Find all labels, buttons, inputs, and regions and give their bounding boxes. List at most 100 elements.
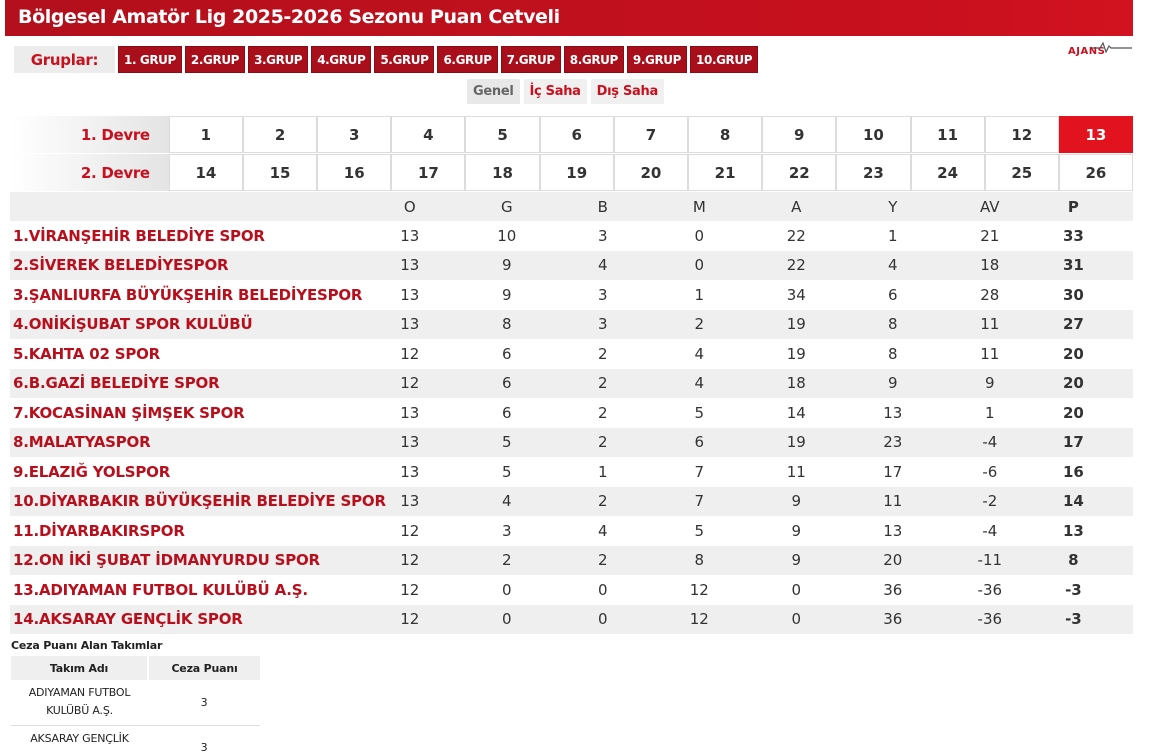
week-1[interactable]: 1 [168,116,243,153]
week-14[interactable]: 14 [168,154,243,191]
tab-general[interactable]: Genel [467,79,520,104]
group-tab-9[interactable]: 9.GRUP [626,46,688,73]
cell-goals-for: 11 [786,462,806,481]
cell-lost: 7 [694,462,705,481]
week-12[interactable]: 12 [984,116,1059,153]
week-8[interactable]: 8 [688,116,763,153]
cell-lost: 0 [625,250,773,280]
table-row: 12.ON İKİ ŞUBAT İDMANYURDU SPOR 12 2 2 8 9 20-… [10,545,1133,575]
team-name-link[interactable]: 13.ADIYAMAN FUTBOL KULÜBÜ A.Ş. [13,580,308,599]
cell-points: 13 [1062,521,1084,540]
table-row: 5.KAHTA 02 SPOR 12 6 2 4 19 8 11 20 [10,339,1133,369]
cell-goals-for: 0 [791,580,802,599]
week-7[interactable]: 7 [613,116,688,153]
team-name-link[interactable]: 4.ONİKİŞUBAT SPOR KULÜBÜ [10,309,386,339]
team-name-link[interactable]: 14.AKSARAY GENÇLİK SPOR [10,604,386,634]
cell-drawn: 0 [579,604,626,634]
penalty-points: 3 [148,680,260,726]
week-6[interactable]: 6 [539,116,614,153]
week-9[interactable]: 9 [762,116,837,153]
cell-average: -11 [965,545,1014,575]
week-4[interactable]: 4 [391,116,466,153]
cell-played: 13 [400,226,420,245]
groups-label: Gruplar: [14,46,115,73]
cell-drawn: 3 [579,309,626,339]
week-10[interactable]: 10 [836,116,911,153]
week-3[interactable]: 3 [317,116,392,153]
team-name-link[interactable]: 2.SİVEREK BELEDİYESPOR [10,250,386,280]
cell-average: -4 [982,521,998,540]
tab-away[interactable]: Dış Saha [590,79,664,104]
week-25[interactable]: 25 [984,154,1059,191]
cell-points: 27 [1013,309,1133,339]
week-21[interactable]: 21 [688,154,763,191]
cell-goals-against: 11 [819,486,966,516]
week-11[interactable]: 11 [910,116,985,153]
penalty-header-team: Takım Adı [11,656,149,680]
team-name-link[interactable]: 8.MALATYASPOR [10,427,386,457]
week-24[interactable]: 24 [910,154,985,191]
first-half-label: 1. Devre [12,116,169,153]
cell-goals-against: 1 [888,226,898,245]
cell-goals-against: 8 [819,309,966,339]
cell-points: 16 [1062,462,1084,481]
team-name-link[interactable]: 12.ON İKİ ŞUBAT İDMANYURDU SPOR [10,545,386,575]
cell-won: 3 [502,521,512,540]
week-17[interactable]: 17 [391,154,466,191]
team-name-link[interactable]: 7.KOCASİNAN ŞİMŞEK SPOR [13,403,245,422]
team-name-link[interactable]: 9.ELAZIĞ YOLSPOR [13,462,171,481]
cell-played: 13 [400,462,420,481]
week-19[interactable]: 19 [539,154,614,191]
cell-drawn: 2 [579,368,626,398]
cell-average: -36 [965,604,1014,634]
cell-goals-for: 9 [791,521,802,540]
group-tab-8[interactable]: 8.GRUP [563,46,624,73]
team-name-link[interactable]: 10.DİYARBAKIR BÜYÜKŞEHİR BELEDİYE SPOR [10,486,386,516]
cell-goals-for: 9 [772,545,820,575]
week-20[interactable]: 20 [613,154,688,191]
cell-points: 20 [1062,344,1084,363]
cell-lost: 6 [625,427,773,457]
group-tab-7[interactable]: 7.GRUP [500,46,561,73]
week-15[interactable]: 15 [242,154,318,191]
cell-average: 28 [980,285,1000,304]
cell-goals-for: 22 [772,250,820,280]
group-tab-10[interactable]: 10.GRUP [690,46,759,73]
cell-average: 21 [980,226,1000,245]
penalty-team: ADIYAMAN FUTBOL KULÜBÜ A.Ş. [11,680,148,726]
cell-played: 12 [400,344,420,363]
cell-goals-for: 19 [786,344,806,363]
cell-goals-for: 14 [786,403,806,422]
cell-drawn: 3 [598,226,608,245]
week-13[interactable]: 13 [1058,116,1134,153]
group-tab-2[interactable]: 2.GRUP [184,46,246,73]
team-name-link[interactable]: 6.B.GAZİ BELEDİYE SPOR [10,368,386,398]
week-26[interactable]: 26 [1058,154,1134,191]
cell-drawn: 2 [598,344,608,363]
team-name-link[interactable]: 1.VİRANŞEHİR BELEDİYE SPOR [13,226,265,245]
week-2[interactable]: 2 [242,116,318,153]
week-22[interactable]: 22 [762,154,837,191]
group-tab-5[interactable]: 5.GRUP [374,46,435,73]
week-5[interactable]: 5 [465,116,540,153]
tab-home[interactable]: İç Saha [523,79,587,104]
cell-won: 5 [502,462,512,481]
week-23[interactable]: 23 [836,154,911,191]
header-average: AV [965,192,1014,221]
team-name-link[interactable]: 11.DİYARBAKIRSPOR [13,521,185,540]
cell-points: 14 [1013,486,1133,516]
group-tab-3[interactable]: 3.GRUP [248,46,309,73]
table-row: 9.ELAZIĞ YOLSPOR 13 5 1 7 11 17 -6 16 [10,457,1133,487]
team-name-link[interactable]: 3.ŞANLIURFA BÜYÜKŞEHİR BELEDİYESPOR [13,285,363,304]
team-name-link[interactable]: 5.KAHTA 02 SPOR [13,344,161,363]
site-logo[interactable]: AJANS [1068,39,1132,57]
header-lost: M [625,192,773,221]
week-16[interactable]: 16 [317,154,392,191]
cell-goals-against: 13 [883,403,903,422]
cell-average: -2 [965,486,1014,516]
standings-table: O G B M A Y AV P 1.VİRANŞEHİR BELEDİYE S… [10,192,1133,634]
group-tab-4[interactable]: 4.GRUP [311,46,372,73]
group-tab-1[interactable]: 1. GRUP [118,46,182,73]
week-18[interactable]: 18 [465,154,540,191]
group-tab-6[interactable]: 6.GRUP [437,46,498,73]
